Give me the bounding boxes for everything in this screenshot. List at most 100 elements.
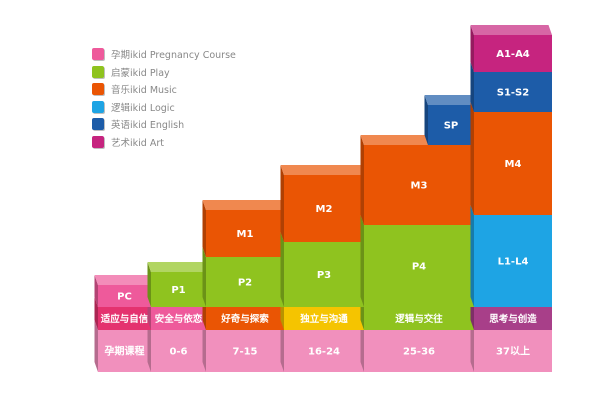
navy-square-icon	[92, 118, 104, 131]
theme-block-3-front	[284, 307, 364, 330]
theme-block-5-front	[474, 307, 552, 330]
age-block-4-front	[364, 330, 474, 372]
legend-item-logic: 逻辑ikid Logic	[92, 99, 322, 117]
course-block-m2-side	[280, 165, 284, 242]
legend-label: 艺术ikid Art	[111, 137, 164, 149]
course-block-pc-side	[94, 275, 98, 307]
course-block-m4-side	[470, 102, 474, 215]
course-block-s1-s2-side	[470, 62, 474, 112]
age-block-4-side	[360, 320, 364, 372]
course-block-p3-side	[280, 232, 284, 307]
course-block-p4: P4	[360, 215, 474, 307]
blue-square-icon	[92, 100, 104, 113]
age-block-0-side	[94, 320, 98, 372]
course-block-m1-top	[202, 200, 284, 210]
course-legend: 孕期ikid Pregnancy Course 启蒙ikid Play 音乐ik…	[92, 46, 322, 152]
age-block-4-label: 25-36	[403, 347, 435, 358]
course-block-sp-front	[428, 105, 474, 145]
course-block-m4-front	[474, 112, 552, 215]
age-block-3-side	[280, 320, 284, 372]
course-block-p1: P1	[147, 262, 206, 307]
course-block-m4-label: M4	[505, 159, 522, 170]
age-block-0-label: 孕期课程	[105, 345, 145, 358]
course-block-p1-side	[147, 262, 151, 307]
age-block-0-front	[98, 330, 151, 372]
course-block-p2-front	[206, 257, 284, 307]
magenta-square-icon	[92, 135, 104, 148]
age-block-3-front	[284, 330, 364, 372]
course-block-s1-s2-label: S1-S2	[497, 88, 530, 99]
course-block-m1-side	[202, 200, 206, 257]
course-block-m3: M3	[360, 135, 474, 225]
course-block-p1-front	[151, 272, 206, 307]
legend-label: 音乐ikid Music	[111, 85, 177, 97]
course-block-p3-label: P3	[317, 270, 331, 281]
course-block-a1-a4-front	[474, 35, 552, 72]
course-block-pc-label: PC	[117, 292, 132, 303]
course-block-m2-top	[280, 165, 364, 175]
age-block-1-front	[151, 330, 206, 372]
course-block-p4-front	[364, 225, 474, 307]
course-block-s1-s2-front	[474, 72, 552, 112]
course-block-a1-a4: A1-A4	[470, 25, 552, 72]
age-block-2-label: 7-15	[232, 347, 257, 358]
course-block-m3-label: M3	[411, 181, 428, 192]
theme-block-2-front	[206, 307, 284, 330]
theme-block-4-label: 逻辑与交往	[394, 313, 443, 325]
age-block-3-label: 16-24	[308, 347, 340, 358]
theme-block-0-front	[98, 307, 151, 330]
course-block-a1-a4-top	[470, 25, 552, 35]
course-block-l1-l4-front	[474, 215, 552, 307]
course-block-m2: M2	[280, 165, 364, 242]
theme-block-4-front	[364, 307, 474, 330]
course-block-a1-a4-label: A1-A4	[496, 49, 530, 60]
course-block-p3-front	[284, 242, 364, 307]
course-block-m1-front	[206, 210, 284, 257]
course-block-sp-top	[424, 95, 474, 105]
course-block-p4-side	[360, 215, 364, 307]
course-block-m2-label: M2	[316, 204, 333, 215]
pink-square-icon	[92, 48, 104, 60]
legend-item-play: 启蒙ikid Play	[92, 64, 322, 82]
course-block-p3: P3	[280, 232, 364, 307]
theme-block-3-label: 独立与沟通	[299, 313, 348, 325]
course-block-m3-front	[364, 145, 474, 225]
age-block-2-front	[206, 330, 284, 372]
course-block-a1-a4-side	[470, 25, 474, 72]
course-block-l1-l4-label: L1-L4	[498, 257, 529, 268]
course-block-p1-top	[147, 262, 206, 272]
theme-block-0-label: 适应与自信	[101, 313, 149, 325]
green-square-icon	[92, 65, 104, 78]
age-block-4: 25-36	[360, 320, 474, 372]
legend-label: 逻辑ikid Logic	[111, 102, 175, 114]
course-block-l1-l4-side	[470, 205, 474, 307]
theme-block-0-side	[94, 297, 98, 330]
course-block-sp-label: SP	[444, 121, 459, 132]
theme-block-1-front	[151, 307, 206, 330]
course-block-pc: PC	[94, 275, 151, 307]
course-block-m3-side	[360, 135, 364, 225]
course-block-m1: M1	[202, 200, 284, 257]
theme-block-2-label: 好奇与探索	[220, 313, 269, 325]
theme-block-5-label: 思考与创造	[489, 313, 537, 325]
orange-square-icon	[92, 83, 104, 96]
age-block-2-side	[202, 320, 206, 372]
course-block-pc-top	[94, 275, 151, 285]
legend-item-pregnancy: 孕期ikid Pregnancy Course	[92, 46, 322, 64]
course-block-m4: M4	[470, 102, 552, 215]
legend-label: 启蒙ikid Play	[111, 67, 170, 79]
course-block-sp-side	[424, 95, 428, 145]
legend-label: 英语ikid English	[111, 120, 185, 132]
age-block-5-front	[474, 330, 552, 372]
course-block-sp: SP	[424, 95, 474, 145]
legend-item-art: 艺术ikid Art	[92, 134, 322, 152]
course-block-p1-label: P1	[171, 285, 185, 296]
age-block-5-side	[470, 320, 474, 372]
course-block-p2-label: P2	[238, 278, 252, 289]
legend-item-music: 音乐ikid Music	[92, 81, 322, 99]
course-block-m2-front	[284, 175, 364, 242]
legend-label: 孕期ikid Pregnancy Course	[111, 50, 236, 61]
age-block-1-side	[147, 320, 151, 372]
legend-item-english: 英语ikid English	[92, 116, 322, 134]
